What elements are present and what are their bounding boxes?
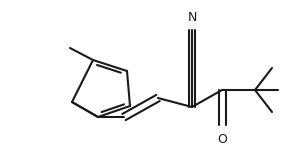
Text: O: O: [217, 133, 227, 146]
Text: N: N: [187, 11, 197, 24]
